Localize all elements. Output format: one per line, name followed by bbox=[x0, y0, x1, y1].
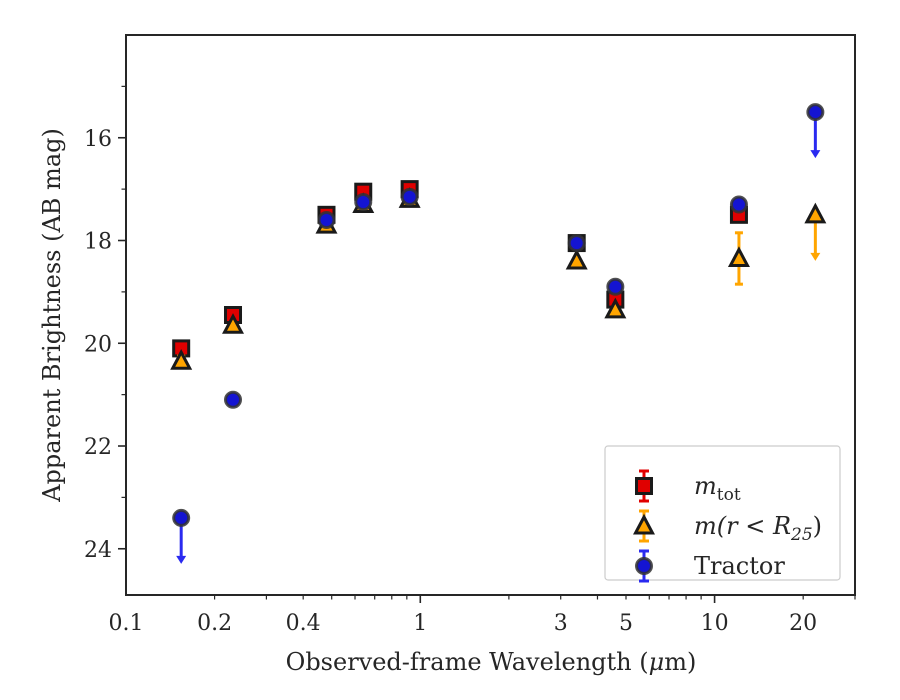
point-tractor bbox=[354, 192, 373, 211]
x-tick-label: 0.2 bbox=[197, 611, 232, 636]
upper-limit-tractor-marker bbox=[806, 103, 825, 122]
legend-marker-tractor bbox=[635, 557, 653, 575]
x-tick-label: 1 bbox=[413, 611, 427, 636]
x-tick-label: 0.4 bbox=[286, 611, 321, 636]
legend-key-tractor bbox=[635, 549, 653, 583]
legend-key-mr25 bbox=[633, 509, 655, 543]
point-tractor bbox=[606, 277, 625, 296]
legend: mtot m(r < R25) Tractor bbox=[604, 445, 841, 583]
legend-label-tractor: Tractor bbox=[694, 552, 785, 580]
x-axis: 0.1 0.2 0.4 1 3 5 10 20 bbox=[109, 595, 856, 636]
legend-box bbox=[604, 445, 841, 581]
x-tick-label: 3 bbox=[554, 611, 568, 636]
upper-limit-tractor-arrowhead bbox=[810, 150, 821, 159]
y-tick-label: 16 bbox=[84, 127, 112, 152]
point-mr25 bbox=[170, 349, 193, 370]
upper-limit-tractor-marker bbox=[172, 508, 191, 527]
upper-limit-tractor bbox=[172, 508, 191, 564]
point-tractor bbox=[224, 390, 243, 409]
y-tick-label: 18 bbox=[84, 230, 112, 255]
y-axis-label: Apparent Brightness (AB mag) bbox=[38, 128, 66, 503]
x-tick-label: 20 bbox=[789, 611, 817, 636]
x-tick-label: 5 bbox=[619, 611, 633, 636]
x-axis-label: Observed-frame Wavelength (μm) bbox=[286, 648, 697, 676]
legend-key-mtot bbox=[635, 469, 653, 503]
legend-label-mtot: mtot bbox=[694, 472, 741, 505]
series-tractor bbox=[172, 103, 825, 564]
point-mr25 bbox=[565, 248, 588, 270]
y-axis: 16 18 20 22 24 bbox=[84, 85, 126, 563]
upper-limit-mr25 bbox=[804, 202, 827, 261]
upper-limit-tractor-arrowhead bbox=[176, 555, 187, 564]
series-mtot bbox=[172, 180, 748, 358]
point-tractor bbox=[567, 234, 586, 253]
upper-limit-mr25-arrowhead bbox=[810, 252, 821, 261]
x-tick-label: 0.1 bbox=[109, 611, 144, 636]
legend-marker-mr25 bbox=[633, 513, 655, 535]
x-tick-label: 10 bbox=[701, 611, 729, 636]
chart-marks bbox=[170, 103, 827, 564]
point-mr25 bbox=[604, 297, 627, 319]
plot-frame bbox=[125, 34, 856, 596]
y-tick-label: 24 bbox=[84, 538, 112, 563]
upper-limit-tractor bbox=[806, 103, 825, 159]
point-tractor bbox=[729, 195, 748, 214]
series-mr25 bbox=[170, 187, 827, 370]
point-tractor bbox=[317, 210, 336, 229]
point-mr25 bbox=[222, 313, 245, 334]
point-mr25 bbox=[727, 246, 750, 267]
y-tick-label: 20 bbox=[84, 332, 112, 357]
point-tractor bbox=[400, 187, 419, 206]
upper-limit-mr25-marker bbox=[804, 202, 827, 224]
legend-marker-mtot bbox=[635, 477, 653, 495]
legend-label-mr25: m(r < R25) bbox=[694, 512, 822, 545]
y-tick-label: 22 bbox=[84, 435, 112, 460]
